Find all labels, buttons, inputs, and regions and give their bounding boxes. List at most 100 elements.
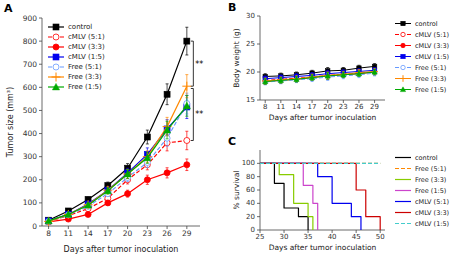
legend-item: Free (5:1) xyxy=(48,63,102,71)
y-tick-label: 80 xyxy=(246,173,255,181)
legend-marker xyxy=(53,44,59,50)
y-tick xyxy=(257,176,260,177)
y-axis-line xyxy=(260,16,261,100)
legend-label: Free (3:3) xyxy=(68,73,102,81)
x-tick-label: 17 xyxy=(308,103,317,111)
point xyxy=(183,102,190,108)
legend-label: Free (5:1) xyxy=(68,63,102,71)
y-tick-label: 100 xyxy=(242,159,255,167)
y-tick-label: 15 xyxy=(246,96,255,104)
legend-marker xyxy=(52,73,61,82)
series xyxy=(260,163,361,230)
series xyxy=(260,163,313,230)
legend: controlcMLV (5:1)cMLV (3:3)cMLV (1:5)Fre… xyxy=(395,20,449,94)
y-tick xyxy=(257,72,260,73)
y-tick xyxy=(39,87,42,88)
point xyxy=(105,200,111,206)
legend-item: cMLV (3:3) xyxy=(395,209,449,217)
y-tick xyxy=(257,163,260,164)
plot-area xyxy=(260,163,380,230)
legend-label: Free (5:1) xyxy=(415,64,446,72)
series-line xyxy=(260,163,380,230)
panel-title: C xyxy=(228,135,236,148)
x-tick-label: 11 xyxy=(64,229,74,238)
point xyxy=(125,191,131,197)
series xyxy=(263,68,377,82)
plot-area xyxy=(262,64,378,85)
x-tick-label: 8 xyxy=(263,103,267,111)
point xyxy=(45,217,52,223)
series-line xyxy=(260,163,380,164)
legend-marker xyxy=(53,54,59,60)
series-line xyxy=(260,163,380,164)
legend-label: Free (1:5) xyxy=(415,187,446,195)
y-tick-label: 30 xyxy=(246,12,255,20)
x-axis-line xyxy=(260,230,385,231)
x-tick-label: 23 xyxy=(143,229,153,238)
panel: 15202530811141720232629Days after tumor … xyxy=(228,1,449,122)
point xyxy=(124,170,131,176)
legend-label: Free (3:3) xyxy=(415,75,446,83)
significance-bracket xyxy=(191,88,194,140)
legend-item: cMLV (5:1) xyxy=(48,33,105,41)
legend-marker xyxy=(401,65,405,69)
point xyxy=(144,154,151,160)
legend-label: cMLV (1:5) xyxy=(415,220,449,228)
panel: 020406080100253035404550Days after tumor… xyxy=(228,135,449,252)
point xyxy=(44,217,53,226)
y-tick xyxy=(39,18,42,19)
x-axis-line xyxy=(42,226,200,227)
y-tick-label: 20 xyxy=(246,68,255,76)
legend-item: Free (1:5) xyxy=(395,86,446,94)
significance-bracket xyxy=(191,41,194,86)
x-tick-label: 25 xyxy=(256,233,265,241)
series-line xyxy=(49,165,187,222)
x-tick-label: 26 xyxy=(354,103,363,111)
legend-marker xyxy=(53,34,59,40)
point xyxy=(309,75,314,80)
point xyxy=(356,69,363,76)
legend-item: Free (1:5) xyxy=(48,83,102,91)
series-line xyxy=(49,107,187,221)
legend-item: Free (3:3) xyxy=(395,75,446,83)
legend-item: cMLV (3:3) xyxy=(395,42,449,50)
legend-label: control xyxy=(415,154,438,162)
y-tick-label: 0 xyxy=(32,222,37,231)
x-tick-label: 29 xyxy=(370,103,379,111)
legend: controlcMLV (5:1)cMLV (3:3)cMLV (1:5)Fre… xyxy=(48,23,105,91)
legend-marker xyxy=(401,43,405,47)
x-tick-label: 14 xyxy=(83,229,93,238)
legend-marker xyxy=(400,75,407,82)
panel-title: B xyxy=(228,1,236,14)
y-tick-label: 300 xyxy=(23,152,38,161)
legend-item: control xyxy=(48,23,92,31)
x-tick-label: 45 xyxy=(352,233,361,241)
legend-swatch xyxy=(395,179,411,180)
x-tick-label: 11 xyxy=(276,103,285,111)
y-tick-label: 800 xyxy=(23,37,38,46)
series xyxy=(260,163,380,230)
series-line xyxy=(49,104,187,222)
y-axis-label: Tumor size (mm³) xyxy=(6,87,15,158)
y-tick xyxy=(257,203,260,204)
y-tick-label: 100 xyxy=(23,198,38,207)
point xyxy=(184,38,190,44)
x-tick-label: 40 xyxy=(328,233,337,241)
x-axis-label: Days after tumor inoculation xyxy=(269,243,377,252)
y-tick xyxy=(39,110,42,111)
series xyxy=(46,27,190,223)
y-tick-label: 40 xyxy=(246,199,255,207)
panel: 0100200300400500600700800900811141720232… xyxy=(4,2,203,254)
point xyxy=(164,170,170,176)
legend-label: cMLV (1:5) xyxy=(415,53,449,61)
x-tick-label: 35 xyxy=(304,233,313,241)
legend-label: cMLV (3:3) xyxy=(68,43,105,51)
point xyxy=(356,71,361,76)
x-axis-label: Days after tumor inoculation xyxy=(64,245,179,254)
legend-label: Free (5:1) xyxy=(415,165,446,173)
series xyxy=(46,131,190,224)
point xyxy=(164,91,170,97)
legend-marker xyxy=(401,21,405,25)
series xyxy=(263,69,377,84)
point xyxy=(144,134,150,140)
